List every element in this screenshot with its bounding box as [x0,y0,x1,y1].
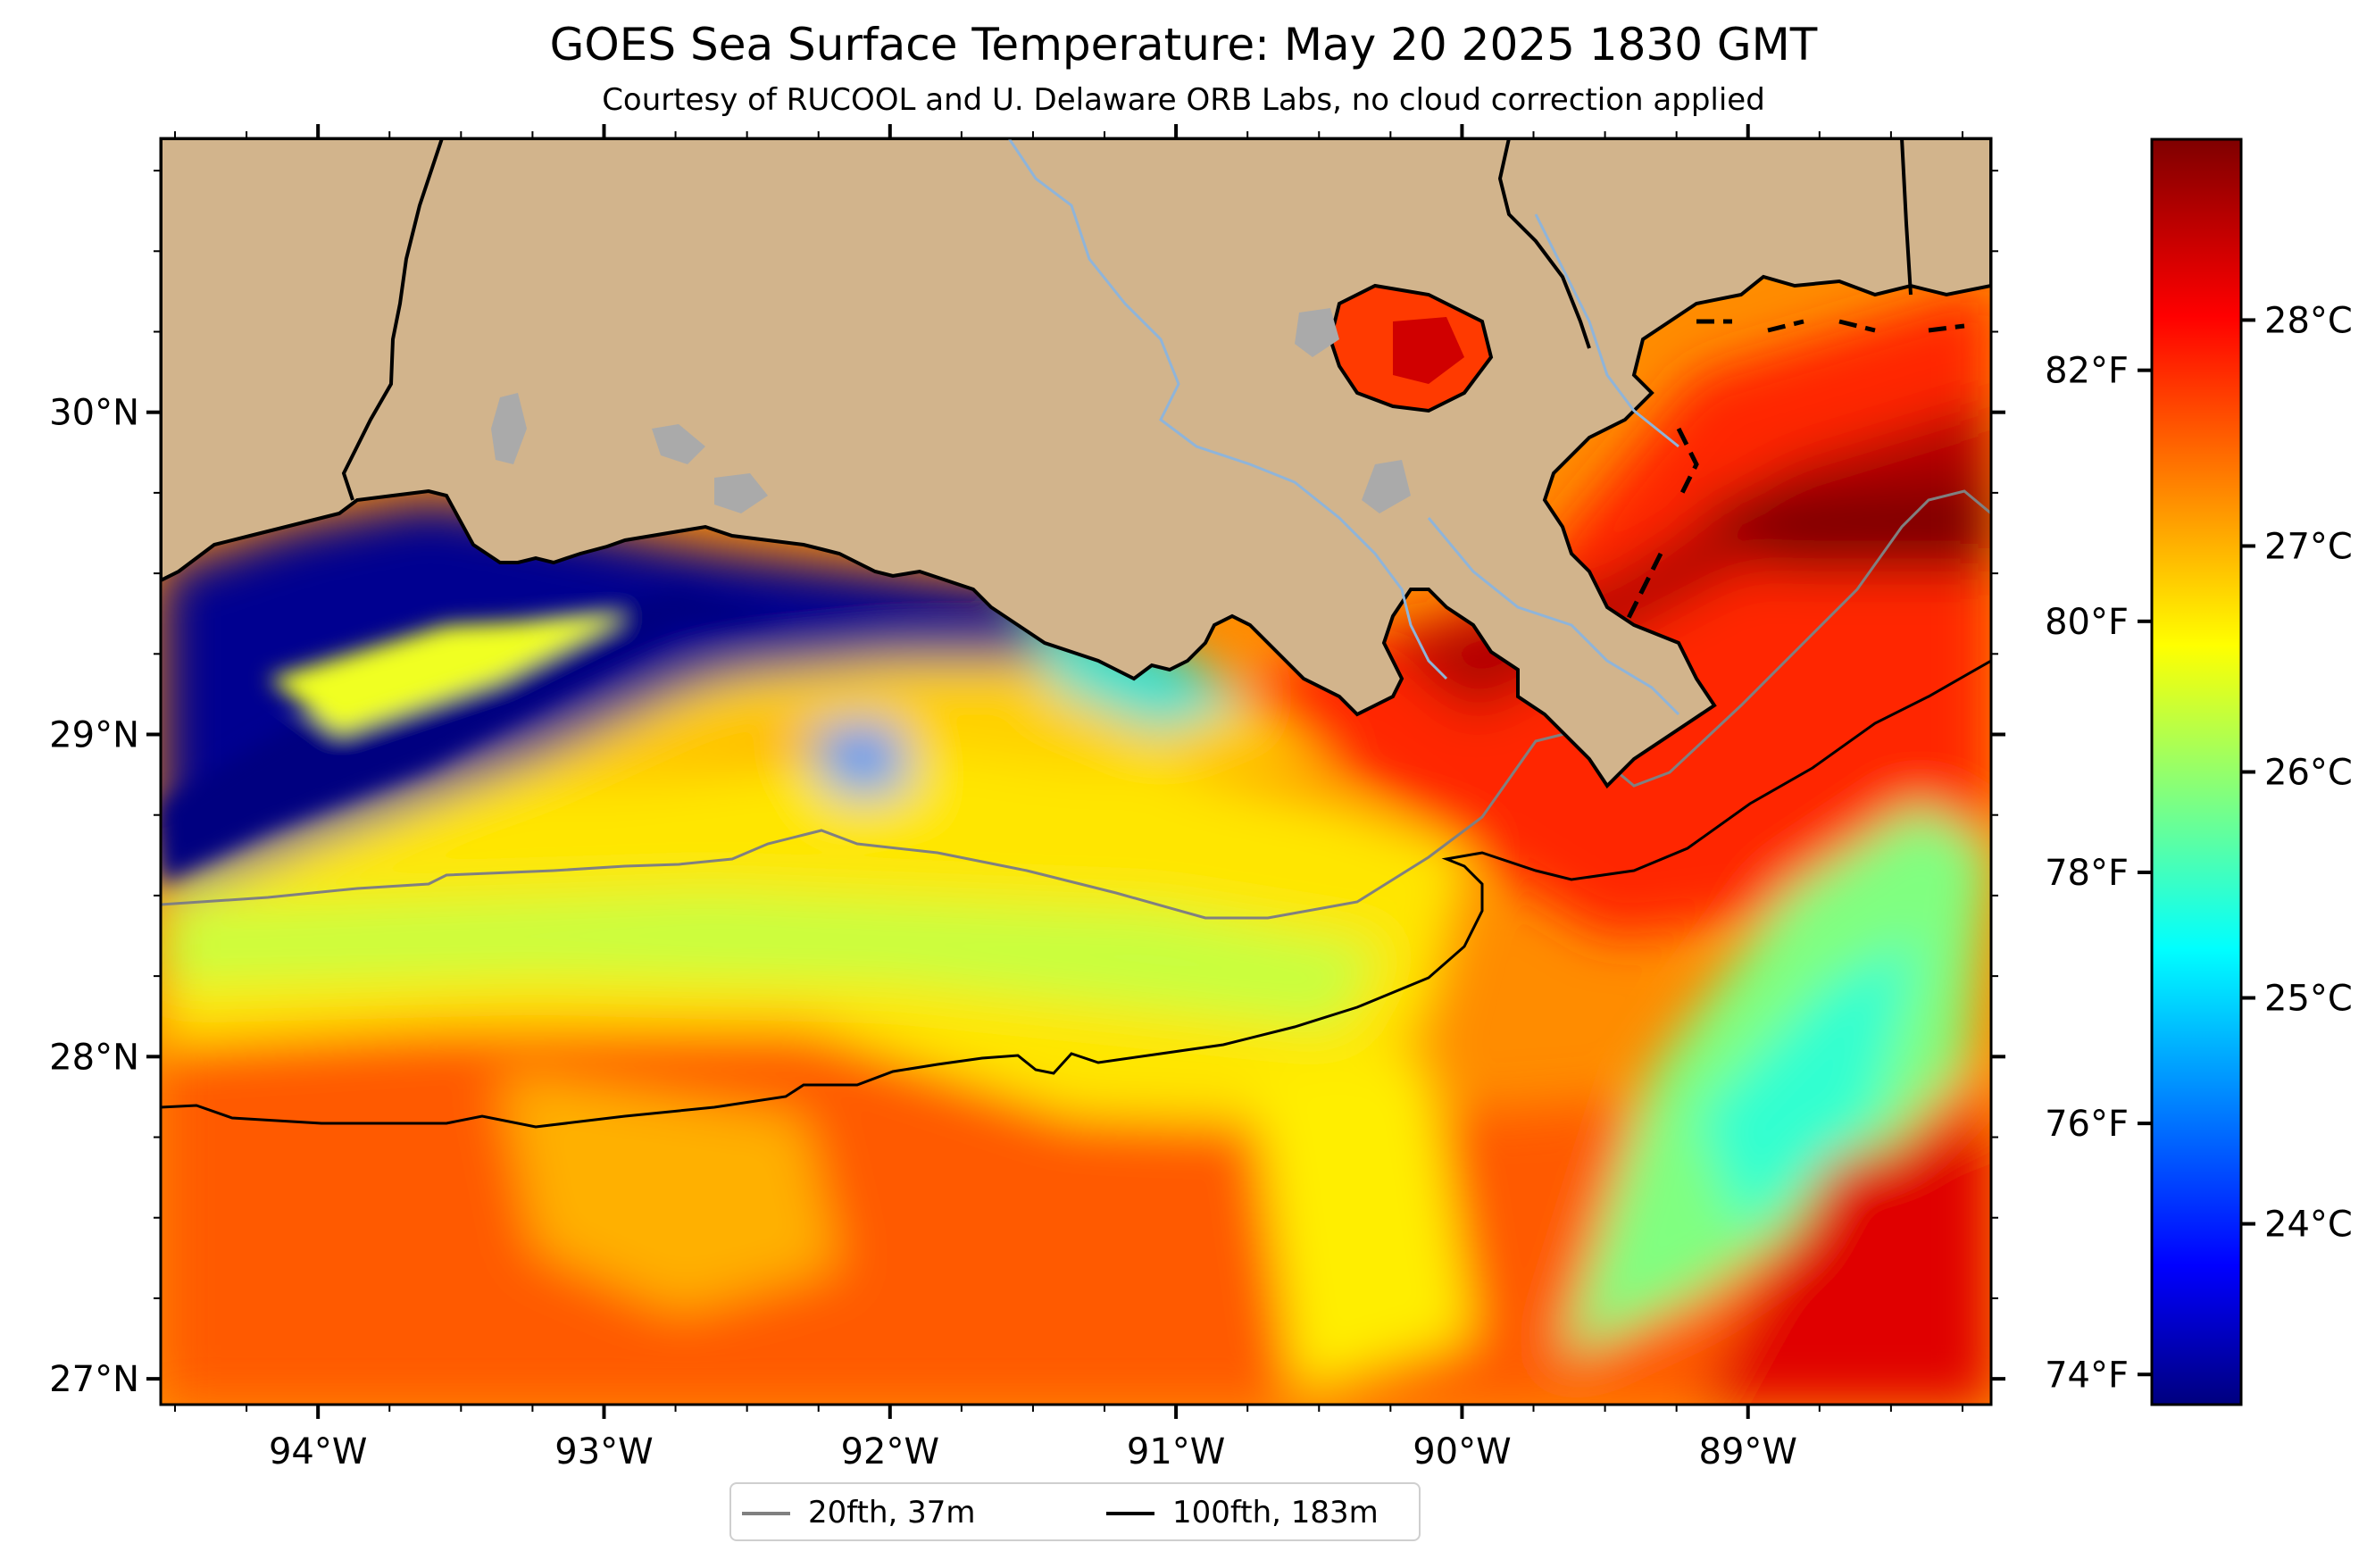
colorbar-fahrenheit-ticks: 74°F 76°F 78°F 80°F 82°F [2045,351,2152,1396]
celsius-tick-label: 26°C [2264,753,2353,794]
colorbar: 24°C 25°C 26°C 27°C 28°C 74°F 76°F 78°F 80°F 82°… [2045,138,2353,1406]
lat-tick-label: 28°N [49,1037,139,1078]
fahrenheit-tick-label: 82°F [2045,351,2129,392]
longitude-axis: 94°W 93°W 92°W 91°W 90°W 89°W [269,124,1797,1472]
land-mass [161,138,1991,789]
celsius-tick-label: 25°C [2264,979,2353,1020]
map-legend: 20fth, 37m 100fth, 183m [729,1482,1421,1541]
isobath-20fth [161,489,1991,920]
colorbar-gradient [2150,138,2243,1406]
map-frame [159,137,1993,1406]
legend-label: 20fth, 37m [808,1495,976,1530]
lon-tick-label: 89°W [1699,1431,1797,1472]
fahrenheit-tick-label: 80°F [2045,602,2129,643]
barrier-islands [1622,319,1965,627]
colorbar-celsius-ticks: 24°C 25°C 26°C 27°C 28°C [2241,300,2353,1246]
celsius-tick-label: 27°C [2264,526,2353,567]
fahrenheit-tick-label: 78°F [2045,853,2129,894]
latitude-axis: 30°N 29°N 28°N 27°N [49,393,2005,1400]
minor-ticks [154,131,1998,1412]
celsius-tick-label: 24°C [2264,1205,2353,1246]
lat-tick-label: 29°N [49,715,139,756]
legend-label: 100fth, 183m [1172,1495,1379,1530]
lon-tick-label: 91°W [1127,1431,1225,1472]
isobath-100fth [161,659,1991,1129]
fahrenheit-tick-label: 74°F [2045,1355,2129,1396]
map-title: GOES Sea Surface Temperature: May 20 202… [549,19,1818,71]
lat-tick-label: 30°N [49,393,139,434]
map-area [161,138,1991,1405]
legend-line-icon [742,1512,790,1515]
legend-line-icon [1106,1512,1154,1515]
lon-tick-label: 92°W [841,1431,939,1472]
lakes [491,308,1411,513]
boundary-lines [341,138,1913,501]
map-subtitle: Courtesy of RUCOOL and U. Delaware ORB L… [602,82,1765,118]
lon-tick-label: 94°W [269,1431,367,1472]
celsius-tick-label: 28°C [2264,300,2353,341]
lon-tick-label: 93°W [554,1431,653,1472]
lon-tick-label: 90°W [1413,1431,1511,1472]
rivers [1007,138,1680,716]
fahrenheit-tick-label: 76°F [2045,1104,2129,1145]
lat-tick-label: 27°N [49,1359,139,1400]
